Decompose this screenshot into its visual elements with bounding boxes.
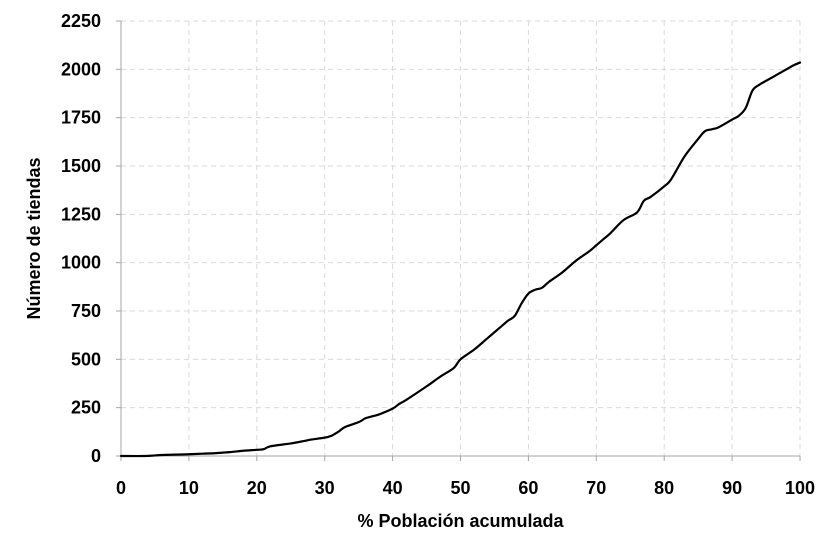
y-tick-label: 250 [71, 398, 101, 418]
x-tick-label: 70 [586, 478, 606, 498]
x-tick-label: 50 [450, 478, 470, 498]
y-tick-label: 1500 [61, 156, 101, 176]
x-tick-label: 0 [116, 478, 126, 498]
tick-labels: 0 250 500 750 1000 1250 1500 1750 2000 2250 0 10 20 3… [61, 11, 815, 498]
y-tick-label: 1750 [61, 108, 101, 128]
x-tick-label: 80 [654, 478, 674, 498]
y-tick-label: 2000 [61, 59, 101, 79]
series-line [119, 61, 802, 458]
x-tick-label: 30 [315, 478, 335, 498]
y-tick-label: 1250 [61, 204, 101, 224]
x-tick-label: 10 [179, 478, 199, 498]
y-tick-label: 1000 [61, 253, 101, 273]
gridlines [121, 20, 801, 456]
y-tick-label: 0 [91, 446, 101, 466]
x-tick-label: 100 [785, 478, 815, 498]
y-tick-label: 2250 [61, 11, 101, 31]
y-tick-label: 750 [71, 301, 101, 321]
x-axis-title: % Población acumulada [357, 511, 564, 531]
y-axis-title: Número de tiendas [24, 157, 44, 319]
x-tick-label: 40 [383, 478, 403, 498]
series-group [119, 61, 802, 458]
axes [116, 20, 801, 461]
x-tick-label: 60 [518, 478, 538, 498]
y-tick-label: 500 [71, 349, 101, 369]
x-tick-label: 20 [247, 478, 267, 498]
x-tick-label: 90 [722, 478, 742, 498]
